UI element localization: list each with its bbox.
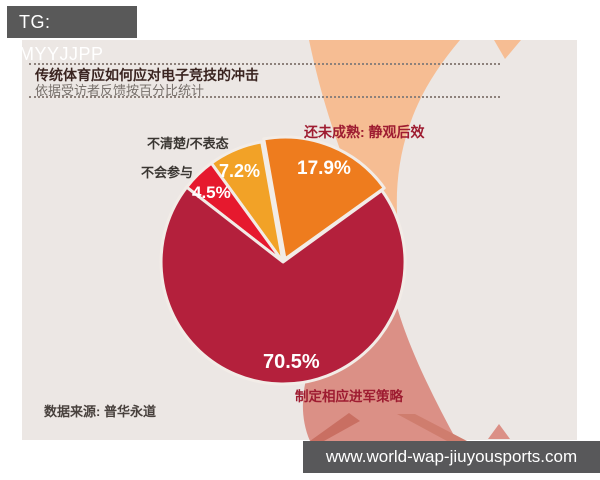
slice-label-no-participate: 不会参与 (141, 165, 194, 180)
tg-badge: TG: MYYJJPP (7, 6, 137, 64)
slice-label-unclear: 不清楚/不表态 (147, 136, 229, 151)
slice-label-strategy: 制定相应进军策略 (295, 389, 403, 404)
slice-label-wait-and-see: 还未成熟: 静观后效 (304, 124, 425, 140)
data-source-note: 数据来源: 普华永道 (44, 404, 156, 419)
chart-subtitle: 依据受访者反馈按百分比统计 (35, 83, 205, 98)
pct-label-7-2: 7.2% (219, 161, 261, 181)
watermark-url-bar: www.world-wap-jiuyousports.com (303, 441, 600, 473)
pct-label-17-9: 17.9% (297, 158, 351, 179)
title-divider-top (29, 63, 500, 65)
pct-label-4-5: 4.5% (192, 183, 231, 202)
chart-title: 传统体育应如何应对电子竞技的冲击 (35, 67, 259, 83)
pct-label-70-5: 70.5% (263, 351, 320, 373)
title-divider-bottom (29, 96, 500, 98)
chart-panel-background (22, 40, 577, 440)
